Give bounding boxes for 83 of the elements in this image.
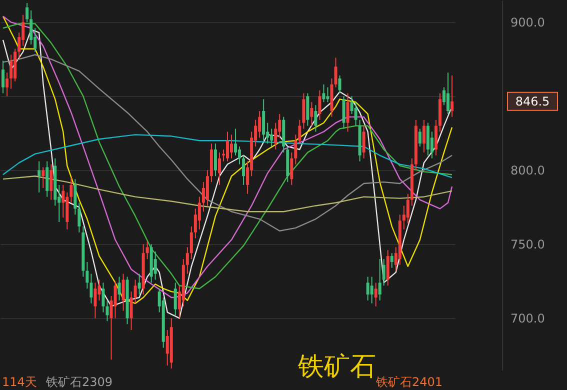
candlestick bbox=[26, 2, 29, 23]
candlestick bbox=[382, 258, 386, 286]
candlestick bbox=[338, 74, 342, 94]
candlestick bbox=[206, 170, 209, 206]
candlestick bbox=[46, 160, 49, 198]
candlestick bbox=[310, 102, 314, 126]
candlestick bbox=[218, 152, 221, 186]
text: 铁矿石 bbox=[297, 352, 376, 382]
candlestick bbox=[238, 146, 242, 165]
y-tick-label: 700.0 bbox=[510, 312, 545, 326]
text: 铁矿石2309 bbox=[45, 375, 113, 389]
y-tick-label: 800.0 bbox=[510, 164, 545, 178]
candlestick bbox=[70, 177, 73, 204]
line-series bbox=[2, 54, 453, 232]
candlestick bbox=[326, 86, 330, 103]
candlestick bbox=[426, 122, 430, 156]
candlestick bbox=[354, 102, 358, 126]
candlestick bbox=[78, 202, 81, 233]
candlestick bbox=[90, 273, 93, 304]
candlestick bbox=[94, 282, 97, 319]
candlestick bbox=[146, 240, 149, 260]
candlestick bbox=[10, 54, 13, 90]
candlestick bbox=[230, 134, 234, 159]
candlestick bbox=[114, 280, 117, 319]
candlestick bbox=[30, 10, 33, 45]
candlestick bbox=[102, 282, 105, 313]
candlestick bbox=[174, 282, 177, 316]
candlestick bbox=[242, 154, 246, 186]
candlestick bbox=[390, 252, 394, 268]
candlestick bbox=[342, 96, 346, 130]
candlestick bbox=[302, 92, 306, 130]
candlestick bbox=[154, 251, 157, 280]
candlestick bbox=[106, 300, 109, 322]
candlestick bbox=[42, 166, 45, 188]
candlestick bbox=[446, 72, 450, 114]
candlestick bbox=[270, 128, 274, 148]
candlestick bbox=[290, 152, 294, 186]
candlestick bbox=[322, 84, 326, 103]
candlestick bbox=[6, 72, 9, 97]
candlestick bbox=[38, 160, 41, 193]
candlestick bbox=[86, 261, 89, 290]
candlestick bbox=[258, 110, 262, 138]
candlestick bbox=[386, 250, 390, 286]
candlestick bbox=[166, 330, 169, 366]
candlestick bbox=[62, 184, 65, 218]
candlestick bbox=[118, 276, 121, 301]
candlestick bbox=[214, 143, 217, 177]
candlestick bbox=[334, 57, 338, 88]
candlestick bbox=[374, 282, 378, 307]
candlestick bbox=[362, 125, 366, 159]
candlestick bbox=[186, 246, 189, 274]
candlestick bbox=[134, 279, 137, 304]
y-tick-label: 900.0 bbox=[510, 16, 545, 30]
candlestick bbox=[226, 131, 229, 162]
candlestick bbox=[2, 60, 5, 94]
candlestick bbox=[50, 164, 53, 200]
candlestick bbox=[294, 134, 298, 165]
candlestick bbox=[274, 122, 278, 150]
candlestick bbox=[314, 104, 318, 132]
candlestick bbox=[190, 226, 193, 260]
candlestick bbox=[122, 273, 125, 312]
candlestick bbox=[198, 196, 201, 230]
candlestick bbox=[318, 90, 322, 120]
text: 114天 bbox=[2, 375, 37, 389]
candlestick bbox=[130, 291, 133, 331]
candlestick bbox=[346, 92, 350, 132]
candlestick bbox=[138, 273, 141, 296]
candlestick bbox=[418, 128, 422, 148]
candlestick bbox=[434, 119, 438, 156]
candlestick bbox=[234, 128, 238, 156]
text: 铁矿石2401 bbox=[375, 375, 443, 389]
candlestick bbox=[74, 178, 77, 216]
candlestick bbox=[406, 193, 410, 224]
candlestick bbox=[370, 276, 374, 304]
y-tick-label: 750.0 bbox=[510, 238, 545, 252]
candlestick bbox=[378, 258, 382, 301]
candlestick bbox=[450, 74, 454, 118]
candlestick bbox=[422, 119, 426, 153]
candlestick bbox=[366, 276, 370, 301]
candlestick bbox=[306, 92, 310, 126]
candlestick bbox=[262, 98, 266, 142]
ref-line-label: 846.5 bbox=[515, 94, 550, 108]
candlestick bbox=[298, 119, 302, 144]
